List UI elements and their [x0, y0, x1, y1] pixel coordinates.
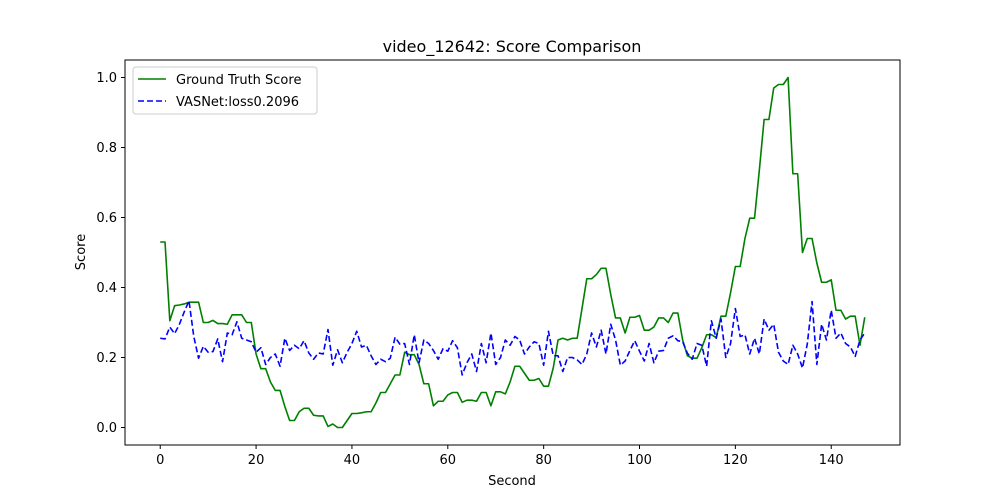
x-tick-label: 60: [440, 453, 457, 468]
x-tick-label: 20: [248, 453, 265, 468]
x-tick-label: 120: [723, 453, 748, 468]
y-axis-label: Score: [74, 234, 89, 270]
x-tick-label: 40: [344, 453, 361, 468]
x-axis: 0 20 40 60 80 100 120 140: [156, 445, 844, 468]
series-line-0: [160, 76, 866, 429]
y-tick-label: 0.6: [96, 211, 117, 226]
x-tick-label: 100: [627, 453, 652, 468]
legend-entry: VASNet:loss0.2096: [176, 95, 299, 110]
x-tick-label: 80: [535, 453, 552, 468]
x-tick-label: 0: [156, 453, 164, 468]
y-tick-label: 1.0: [96, 71, 117, 86]
x-axis-label: Second: [488, 474, 536, 489]
x-tick-label: 140: [819, 453, 844, 468]
plot-frame: [124, 59, 901, 446]
chart-title: video_12642: Score Comparison: [383, 37, 642, 57]
y-axis: 0.0 0.2 0.4 0.6 0.8 1.0: [96, 71, 125, 436]
y-tick-label: 0.8: [96, 141, 117, 156]
y-tick-label: 0.2: [96, 351, 117, 366]
y-tick-label: 0.4: [96, 281, 117, 296]
legend-entry: Ground Truth Score: [176, 73, 301, 88]
y-tick-label: 0.0: [96, 421, 117, 436]
series-line-1: [160, 299, 866, 376]
series-lines: [160, 76, 866, 429]
legend-box: [132, 66, 318, 115]
legend: Ground Truth Score VASNet:loss0.2096: [132, 66, 318, 115]
